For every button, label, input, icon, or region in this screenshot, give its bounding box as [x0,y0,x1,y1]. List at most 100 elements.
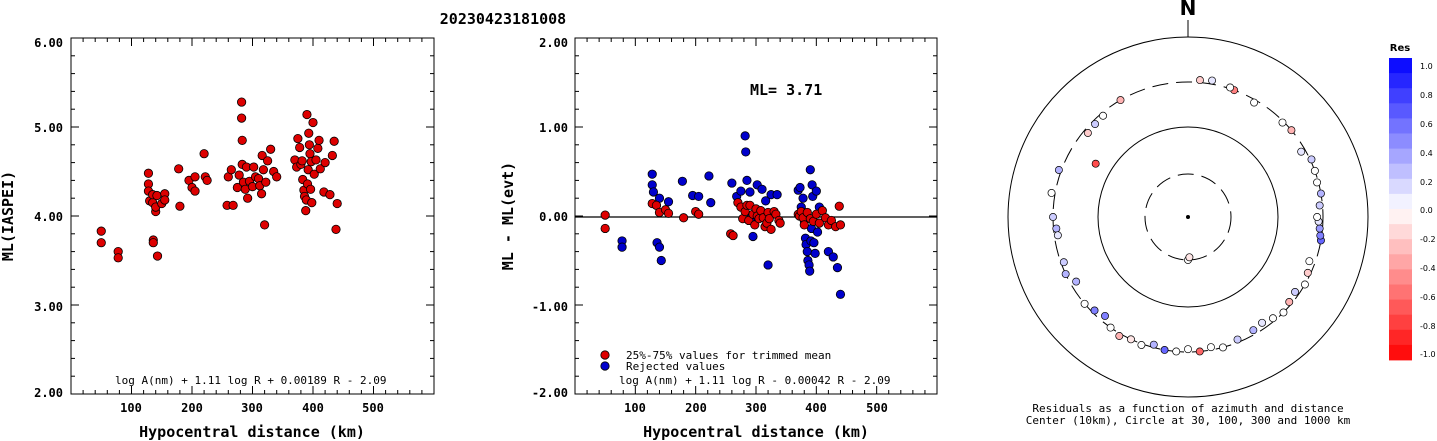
residual-point [1313,213,1322,221]
residual-point [1315,201,1324,210]
station-point [327,150,337,161]
station-point [96,238,106,248]
trimmed-point [834,201,844,211]
residual-point [1310,166,1319,175]
station-point [249,162,259,172]
station-point [148,238,158,248]
colorbar-swatch [1389,329,1412,346]
station-point [228,200,238,210]
station-point [313,143,323,153]
station-point [329,136,339,146]
residual-point [1196,76,1204,85]
legend-marker-trimmed [600,350,610,360]
epicenter-dot [1186,215,1190,219]
rejected-point [617,242,627,252]
station-point [237,97,247,107]
station-point [237,135,247,145]
rejected-point [706,198,716,208]
panel1-xtick-label: 500 [362,401,384,415]
residual-point [1291,288,1300,296]
residual-point [1218,343,1227,352]
panel2-xlabel: Hypocentral distance (km) [643,423,869,441]
residual-point [1297,147,1306,156]
residual-point [1054,166,1063,174]
rejected-point [795,182,805,193]
residual-point [1195,347,1204,356]
panel2-ytick-label: 0.00 [539,210,568,224]
trimmed-point [835,220,846,230]
residual-point [1090,306,1099,315]
panel1-xtick-labels: 100 200 300 400 500 [120,401,384,415]
colorbar-swatch [1389,344,1412,361]
ml-value-label: ML= 3.71 [750,81,822,99]
station-point [301,206,311,216]
residual-point [1091,159,1100,168]
residual-point [1184,345,1192,354]
station-point [237,113,247,123]
colorbar-swatch [1389,178,1412,195]
colorbar-swatch [1389,73,1412,89]
station-point [320,158,330,168]
north-label: N [1180,0,1197,20]
panel2-ytick-label: 2.00 [539,36,568,50]
panel-azimuth-map: N Residuals as a function of azimuth and… [1007,0,1369,427]
rejected-point [810,248,820,258]
trimmed-point [600,223,610,234]
rejected-point [647,169,657,179]
panel-ml-iaspei: 6.00 5.00 4.00 3.00 2.00 100 200 300 400… [0,36,435,441]
station-point [331,224,341,234]
trimmed-point [814,218,824,228]
station-point [243,193,253,203]
colorbar-label: 1.0 [1420,62,1433,71]
station-point [311,155,321,165]
panel2-xtick-labels: 100 200 300 400 500 [624,401,888,415]
panel1-ytick-label: 5.00 [34,121,63,135]
colorbar-swatch [1389,133,1412,149]
panel1-frame [70,37,435,395]
colorbar-swatch [1389,163,1412,180]
ring-30km [1144,173,1232,261]
rejected-point [656,255,666,266]
residual-point [1233,335,1242,344]
station-point [272,172,282,182]
residual-point [1300,280,1309,289]
residual-point [1160,345,1169,354]
residual-point [1083,129,1092,137]
colorbar-label: -0.2 [1420,235,1436,244]
rejected-point [704,171,714,181]
residual-point [1091,120,1100,129]
rejected-point [748,231,758,242]
residual-point [1049,213,1057,221]
rejected-point [648,187,659,197]
colorbar-title: Res [1390,43,1410,54]
colorbar-labels: 1.0 0.8 0.6 0.4 0.2 0.0 -0.2 -0.4 -0.6 -… [1420,62,1436,359]
trimmed-point [750,220,760,230]
station-point [297,156,307,166]
residual-point [1099,111,1107,120]
trimmed-point [775,218,785,228]
panel2-legend: 25%-75% values for trimmed mean Rejected… [600,349,831,373]
rejected-point [832,263,843,273]
panel1-xtick-label: 400 [302,401,324,415]
residual-point [1106,323,1115,332]
colorbar-label: 0.2 [1420,178,1433,187]
rejected-point [654,242,665,252]
panel1-xlabel: Hypocentral distance (km) [139,423,365,441]
residual-point [1285,298,1294,306]
colorbar-swatch [1389,239,1412,255]
panel2-xtick-label: 100 [624,401,646,415]
residual-point [1305,257,1314,266]
rejected-point [677,176,687,186]
panel2-xtick-label: 500 [866,401,888,415]
trimmed-point [826,215,837,226]
station-point [332,198,342,209]
residual-point [1059,258,1068,267]
residual-point [1207,343,1215,352]
colorbar-swatches [1389,58,1412,361]
trimmed-point [663,208,674,218]
panel-ml-residual: 2.00 1.00 0.00 -1.00 -2.00 100 200 300 4… [499,36,938,441]
residual-point [1101,311,1109,320]
station-point [304,128,314,138]
residual-point [1137,341,1146,349]
